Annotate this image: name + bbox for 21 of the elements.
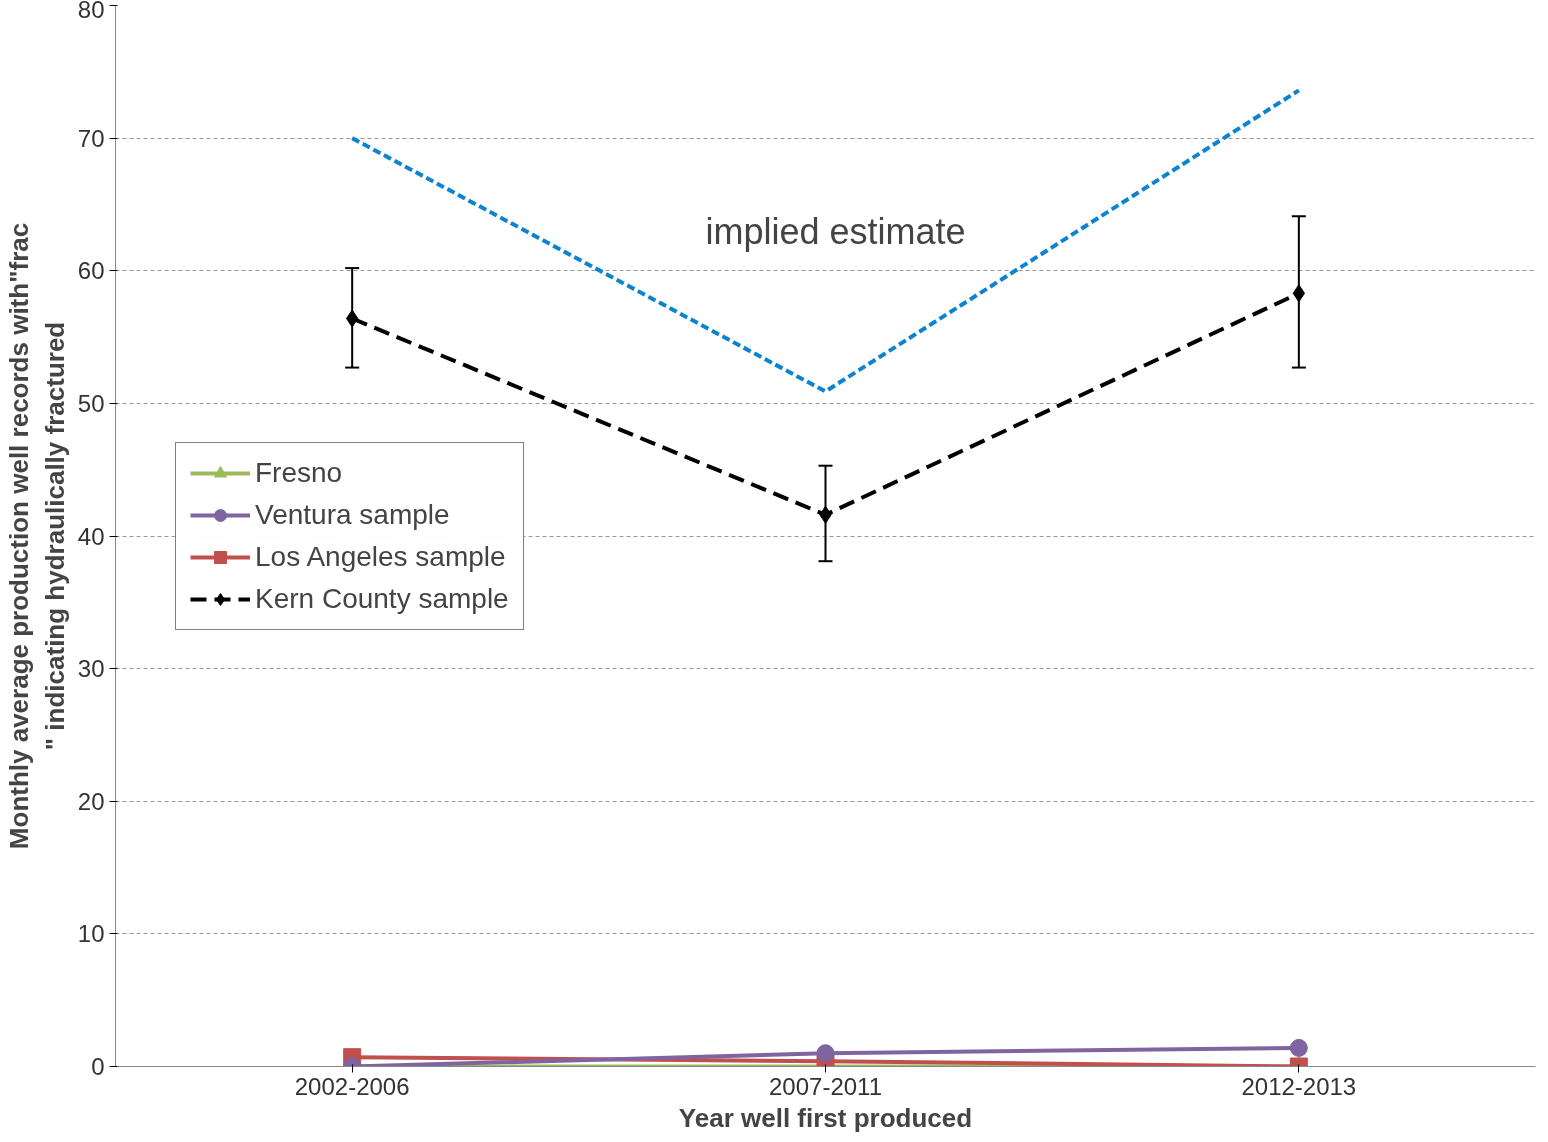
x-tick-label: 2012-2013 (1241, 1072, 1357, 1100)
legend-label: Fresno (255, 456, 343, 489)
y-tick-label: 20 (77, 787, 105, 815)
y-tick-label: 30 (77, 655, 105, 683)
y-tick-label: 40 (77, 522, 105, 550)
y-tick-label: 70 (77, 124, 105, 152)
y-tick-label: 60 (77, 257, 105, 285)
point (1289, 1038, 1308, 1057)
legend-label: Kern County sample (255, 582, 509, 615)
point (816, 1044, 835, 1063)
y-tick-label: 0 (91, 1053, 105, 1080)
y-tick-label: 50 (77, 389, 105, 417)
y-tick-label: 10 (77, 920, 105, 948)
x-tick-label: 2002-2006 (294, 1072, 410, 1100)
x-tick-label: 2007-2011 (769, 1072, 882, 1100)
y-axis-title: Monthly average production well records with"frac " indicating hydraulically fractured (3, 222, 70, 850)
y-tick-label: 80 (77, 0, 105, 23)
legend-label: Ventura sample (255, 498, 450, 531)
legend-label: Los Angeles sample (255, 540, 506, 573)
x-axis-title: Year well first produced (678, 1102, 973, 1133)
annotation: implied estimate (705, 211, 966, 252)
